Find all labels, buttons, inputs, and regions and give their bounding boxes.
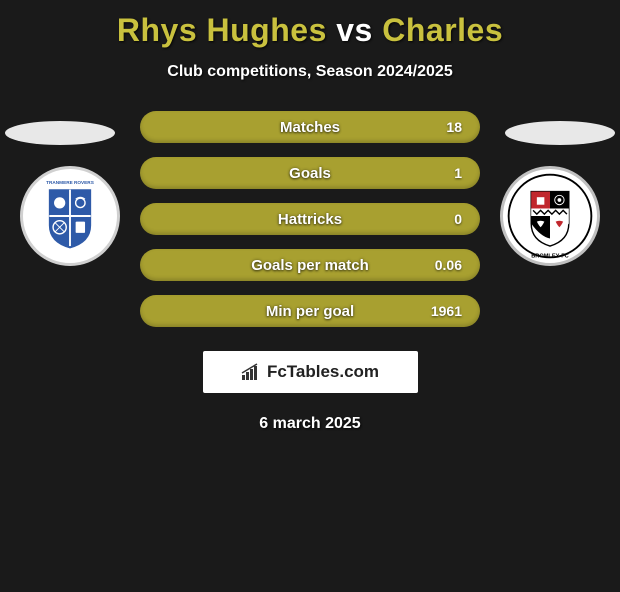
player2-name: Charles (382, 12, 503, 48)
stat-value: 0 (454, 211, 462, 227)
svg-text:BROMLEY·FC: BROMLEY·FC (531, 253, 569, 259)
stat-bar-goals-per-match: Goals per match 0.06 (140, 249, 480, 281)
vs-text: vs (336, 12, 373, 48)
player2-crest: BROMLEY·FC (500, 166, 600, 266)
content-area: TRANMERE ROVERS BROMLEY·FC Matches 18 (0, 111, 620, 433)
stat-label: Goals per match (251, 257, 369, 274)
player1-oval (5, 121, 115, 145)
stat-value: 18 (446, 119, 462, 135)
branding-badge: FcTables.com (203, 351, 418, 393)
stat-bar-min-per-goal: Min per goal 1961 (140, 295, 480, 327)
player1-name: Rhys Hughes (117, 12, 327, 48)
tranmere-crest-icon: TRANMERE ROVERS (23, 169, 117, 263)
stat-value: 1961 (431, 303, 462, 319)
chart-icon (241, 363, 263, 381)
comparison-title: Rhys Hughes vs Charles (0, 12, 620, 49)
stat-label: Goals (289, 165, 331, 182)
stat-value: 0.06 (435, 257, 462, 273)
stats-bars: Matches 18 Goals 1 Hattricks 0 Goals per… (140, 111, 480, 327)
stat-bar-goals: Goals 1 (140, 157, 480, 189)
stat-bar-hattricks: Hattricks 0 (140, 203, 480, 235)
stat-value: 1 (454, 165, 462, 181)
branding-text: FcTables.com (267, 362, 379, 382)
stat-label: Min per goal (266, 303, 354, 320)
stat-label: Hattricks (278, 211, 342, 228)
subtitle: Club competitions, Season 2024/2025 (0, 63, 620, 81)
bromley-crest-icon: BROMLEY·FC (503, 169, 597, 263)
player1-crest: TRANMERE ROVERS (20, 166, 120, 266)
date-text: 6 march 2025 (0, 415, 620, 433)
stat-label: Matches (280, 119, 340, 136)
stat-bar-matches: Matches 18 (140, 111, 480, 143)
player2-oval (505, 121, 615, 145)
svg-text:TRANMERE ROVERS: TRANMERE ROVERS (46, 180, 94, 185)
